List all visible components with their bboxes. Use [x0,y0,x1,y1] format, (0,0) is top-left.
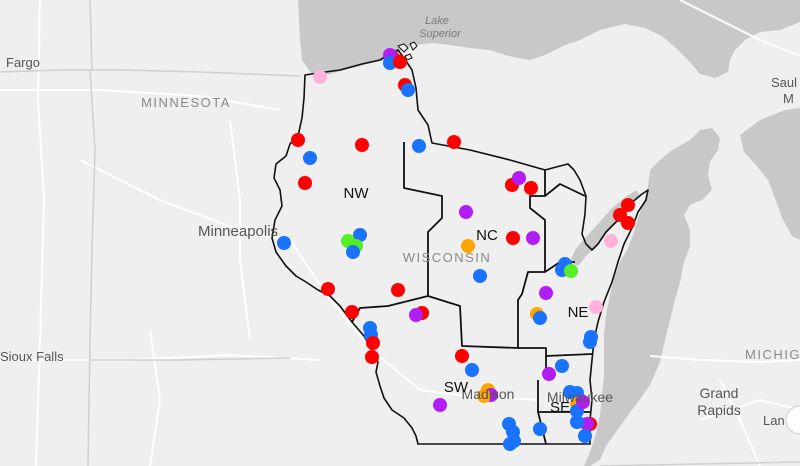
site-marker-purple[interactable] [409,308,423,322]
site-marker-red[interactable] [365,350,379,364]
site-marker-green[interactable] [564,264,578,278]
region-borders [351,142,593,445]
city-label-grand-rapids-2: Rapids [697,402,741,418]
site-marker-blue[interactable] [555,359,569,373]
site-marker-purple[interactable] [542,367,556,381]
site-marker-red[interactable] [455,349,469,363]
state-label-wisconsin: WISCONSIN [403,250,492,265]
site-marker-purple[interactable] [433,398,447,412]
site-marker-red[interactable] [298,176,312,190]
site-marker-orange[interactable] [461,239,475,253]
site-marker-blue[interactable] [473,269,487,283]
site-marker-pink[interactable] [604,234,618,248]
site-marker-purple[interactable] [576,395,590,409]
site-marker-purple[interactable] [526,231,540,245]
apostle-islands [397,41,418,61]
site-marker-red[interactable] [621,216,635,230]
lake-superior-label-1: Lake [425,15,449,27]
site-marker-red[interactable] [366,336,380,350]
site-marker-blue[interactable] [277,236,291,250]
site-marker-blue[interactable] [465,363,479,377]
state-label-minnesota: MINNESOTA [141,95,231,110]
region-label-sw: SW [444,379,469,396]
site-marker-blue[interactable] [578,429,592,443]
site-marker-purple[interactable] [539,286,553,300]
region-label-se: SE [550,399,570,416]
site-marker-pink[interactable] [313,70,327,84]
site-marker-blue[interactable] [507,434,521,448]
site-marker-blue[interactable] [533,422,547,436]
state-label-michigan: MICHIG [745,347,800,362]
site-marker-red[interactable] [621,198,635,212]
site-marker-red[interactable] [447,135,461,149]
site-marker-pink[interactable] [589,300,603,314]
marker-layer [277,48,635,451]
site-marker-blue[interactable] [412,139,426,153]
site-marker-blue[interactable] [570,415,584,429]
site-marker-blue[interactable] [303,151,317,165]
site-marker-blue[interactable] [583,335,597,349]
city-label-sault-1: Saul [771,75,797,90]
city-label-milwaukee: Milwaukee [547,389,613,405]
site-marker-red[interactable] [506,231,520,245]
map-control-button[interactable] [785,405,800,435]
city-label-minneapolis: Minneapolis [198,223,278,240]
region-label-ne: NE [568,304,589,321]
lake-huron [740,108,800,240]
site-marker-red[interactable] [524,181,538,195]
region-label-nc: NC [476,227,498,244]
city-label-sioux-falls: Sioux Falls [0,349,64,364]
city-label-fargo: Fargo [6,55,40,70]
site-marker-blue[interactable] [346,245,360,259]
city-label-grand-rapids-1: Grand [700,385,739,401]
site-marker-red[interactable] [345,305,359,319]
site-marker-red[interactable] [393,55,407,69]
site-marker-blue[interactable] [533,311,547,325]
site-marker-red[interactable] [391,283,405,297]
site-marker-orange[interactable] [477,389,491,403]
lake-superior-label-2: Superior [419,28,462,40]
site-marker-blue[interactable] [401,83,415,97]
site-marker-red[interactable] [355,138,369,152]
region-label-nw: NW [344,185,370,202]
site-marker-purple[interactable] [459,205,473,219]
site-marker-red[interactable] [321,282,335,296]
lake-michigan [584,128,720,466]
site-marker-blue[interactable] [353,228,367,242]
lake-superior [298,0,800,78]
city-label-sault-2: M [783,91,794,106]
city-label-lansing: Lan [763,413,785,428]
city-label-madison: Madison [462,386,515,402]
site-marker-purple[interactable] [512,171,526,185]
site-marker-red[interactable] [291,133,305,147]
